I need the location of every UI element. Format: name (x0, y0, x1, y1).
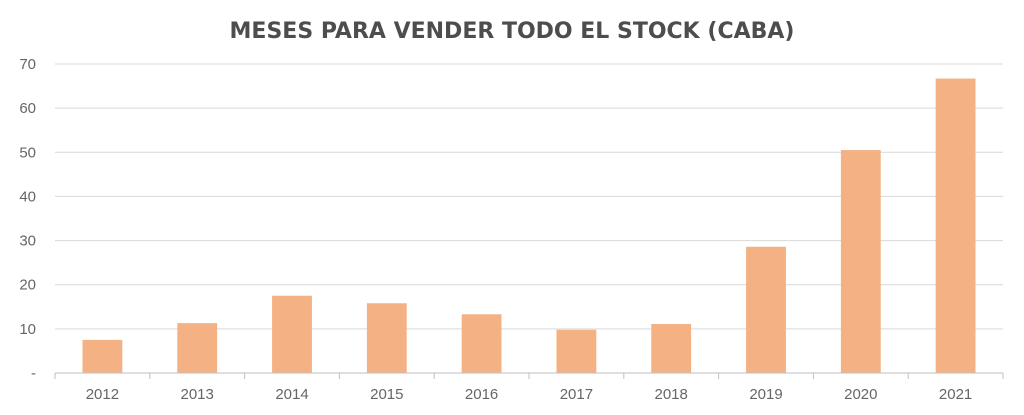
bar-2012 (82, 339, 123, 373)
bar-2020 (840, 150, 881, 373)
x-tick-label: 2015 (370, 386, 403, 403)
y-axis-tick-labels: - 10 20 30 40 50 60 70 (19, 56, 36, 382)
x-tick-label: 2020 (844, 386, 877, 403)
chart-title: MESES PARA VENDER TODO EL STOCK (CABA) (230, 19, 795, 44)
bar-2016 (461, 314, 502, 373)
x-tick-label: 2021 (939, 386, 972, 403)
x-tick-label: 2018 (655, 386, 688, 403)
y-tick-label: 30 (19, 233, 36, 250)
bar-2013 (177, 323, 218, 373)
bar-2014 (272, 295, 312, 373)
x-tick-label: 2019 (749, 386, 782, 403)
y-tick-label: 20 (19, 277, 36, 294)
y-tick-label: 40 (19, 188, 36, 205)
x-tick-label: 2014 (275, 386, 308, 403)
bars (82, 78, 976, 374)
y-tick-label: 50 (19, 144, 36, 161)
y-tick-label: - (31, 365, 36, 382)
bar-2017 (556, 329, 597, 373)
x-tick-label: 2017 (560, 386, 593, 403)
bar-2021 (935, 78, 976, 374)
y-tick-label: 10 (19, 321, 36, 338)
bar-2015 (366, 303, 407, 373)
gridlines (55, 63, 1003, 330)
x-tick-label: 2012 (86, 386, 119, 403)
x-axis-tick-labels: 2012 2013 2014 2015 2016 2017 2018 2019 2020 2021 (86, 386, 973, 403)
x-tick-label: 2013 (181, 386, 214, 403)
x-axis-ticks (54, 373, 1004, 379)
x-tick-label: 2016 (465, 386, 498, 403)
bar-2019 (746, 246, 786, 373)
bar-2018 (651, 324, 692, 373)
y-tick-label: 70 (19, 56, 36, 73)
y-tick-label: 60 (19, 100, 36, 117)
